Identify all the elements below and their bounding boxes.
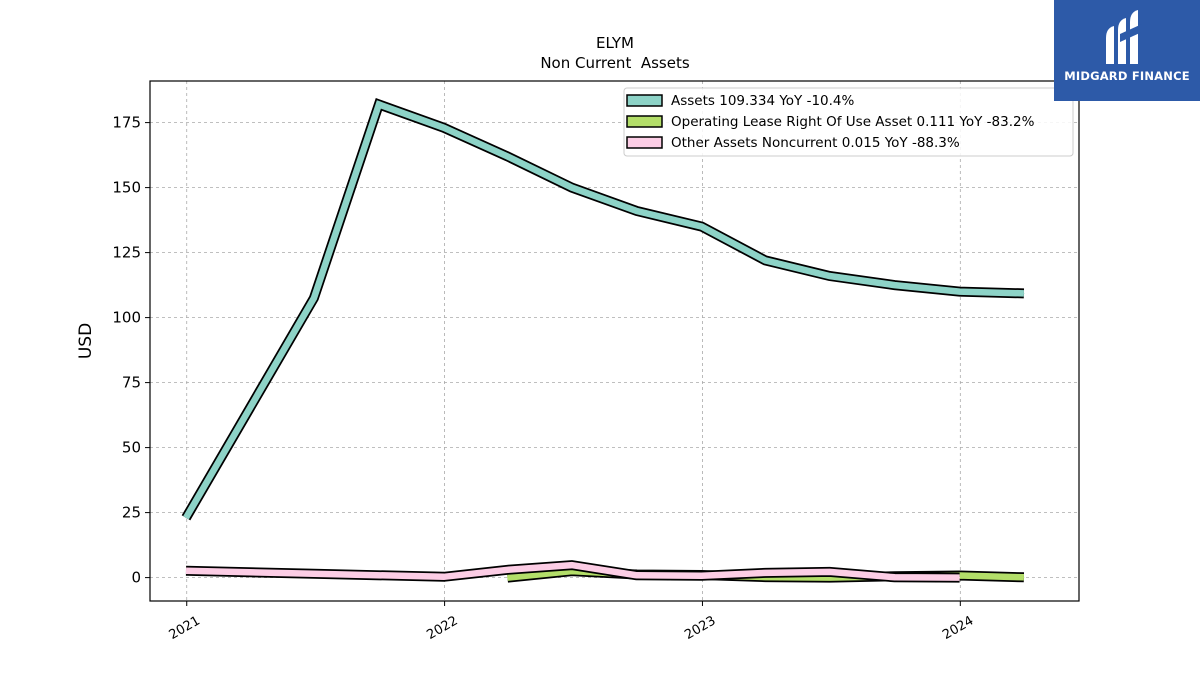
x-tick-label: 2023 — [682, 613, 718, 643]
y-axis-label: USD — [76, 323, 96, 359]
brand-name: MIDGARD FINANCE — [1064, 69, 1190, 83]
data-point — [506, 155, 508, 157]
data-point — [378, 103, 380, 105]
data-point — [571, 570, 573, 572]
data-point — [829, 577, 831, 579]
series-3 — [185, 560, 961, 583]
data-point — [959, 577, 961, 579]
data-point — [829, 571, 831, 573]
data-point — [506, 569, 508, 571]
data-point — [571, 564, 573, 566]
y-tick-label: 75 — [122, 374, 141, 392]
legend-label: Operating Lease Right Of Use Asset 0.111… — [671, 114, 1035, 130]
data-point — [764, 572, 766, 574]
chart-subtitle: Non Current Assets — [540, 54, 690, 72]
data-point — [1023, 292, 1025, 294]
data-point — [701, 575, 703, 577]
data-point — [636, 574, 638, 576]
y-tick-label: 50 — [122, 439, 141, 457]
legend-swatch — [626, 115, 663, 128]
y-axis-ticks: 0 25 50 75 100 125 150 175 — [112, 114, 150, 587]
series-line-outline — [181, 97, 1025, 521]
brand-logo-icon — [1106, 10, 1142, 64]
legend-label: Other Assets Noncurrent 0.015 YoY -88.3% — [671, 135, 960, 151]
data-point — [636, 210, 638, 212]
x-tick-label: 2024 — [940, 613, 976, 643]
y-tick-label: 150 — [112, 179, 141, 197]
y-tick-label: 125 — [112, 244, 141, 262]
data-point — [443, 127, 445, 129]
data-point — [701, 226, 703, 228]
x-axis-ticks: 2021 2022 2023 2024 — [167, 601, 976, 643]
y-tick-label: 25 — [122, 504, 141, 522]
x-tick-label: 2022 — [424, 613, 460, 643]
series-1 — [181, 97, 1025, 521]
data-point — [571, 187, 573, 189]
data-point — [313, 573, 315, 575]
data-point — [506, 577, 508, 579]
legend-swatch — [626, 136, 663, 149]
legend-label: Assets 109.334 YoY -10.4% — [671, 93, 855, 109]
y-tick-label: 100 — [112, 309, 141, 327]
legend-box — [623, 87, 1074, 157]
brand-logo: MIDGARD FINANCE — [1054, 0, 1200, 101]
legend-swatch — [626, 94, 663, 107]
data-point — [1023, 576, 1025, 578]
data-point — [443, 576, 445, 578]
data-point — [959, 291, 961, 293]
data-point — [185, 570, 187, 572]
data-point — [185, 517, 187, 519]
y-tick-label: 0 — [131, 569, 141, 587]
chart-title: ELYM — [596, 34, 634, 52]
x-tick-label: 2021 — [167, 613, 203, 643]
plot-frame — [149, 80, 1080, 602]
data-point — [764, 259, 766, 261]
legend: Assets 109.334 YoY -10.4% Operating Lease… — [623, 87, 1074, 157]
data-point — [829, 275, 831, 277]
y-tick-label: 175 — [112, 114, 141, 132]
data-point — [313, 297, 315, 299]
data-point — [894, 576, 896, 578]
data-point — [894, 284, 896, 286]
series-group — [181, 97, 1025, 583]
